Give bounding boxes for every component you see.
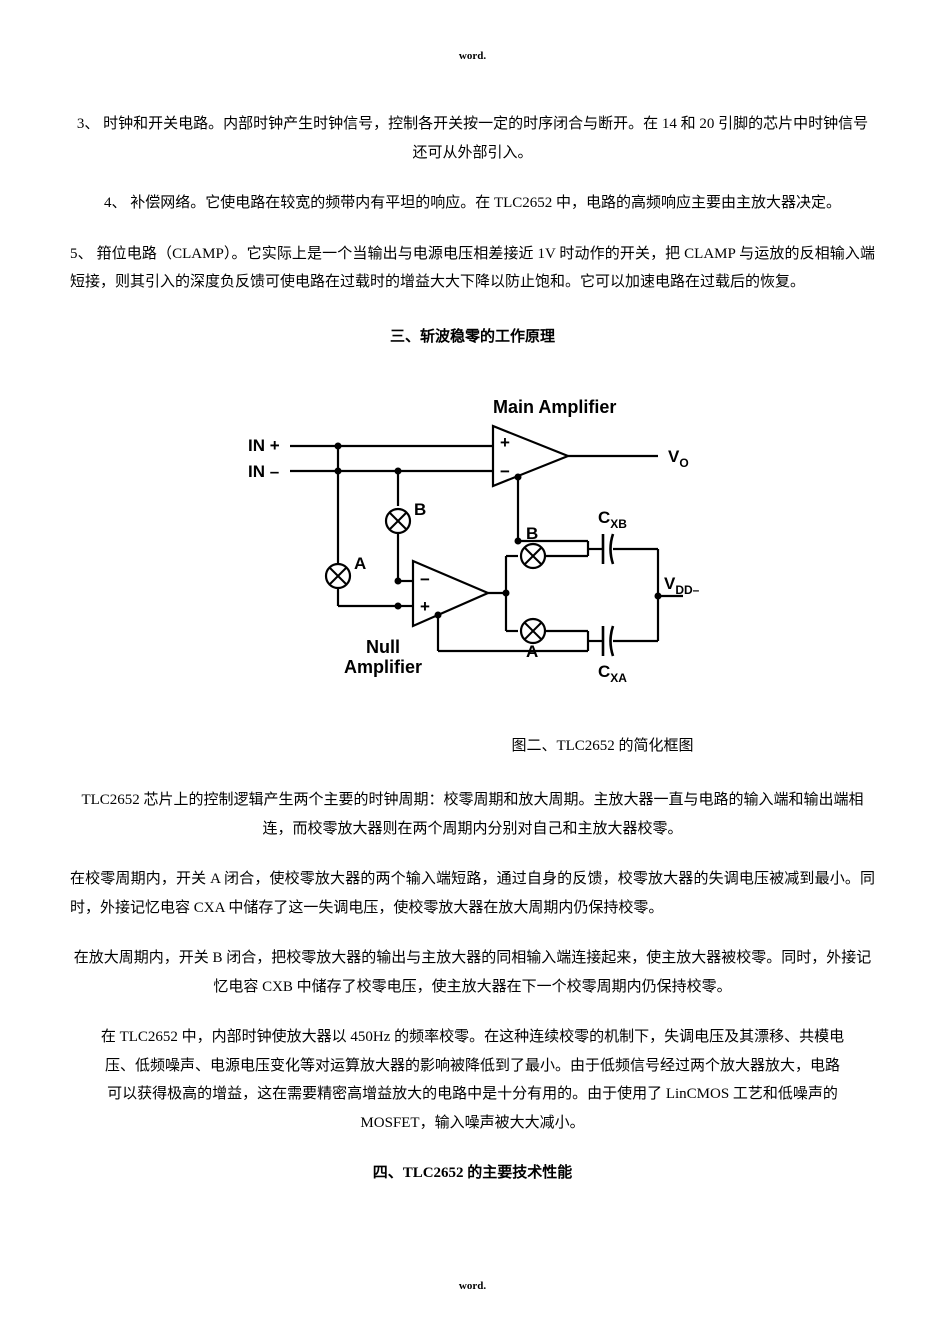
cxb-plate2 [610, 534, 613, 564]
paragraph-b: 在校零周期内，开关 A 闭合，使校零放大器的两个输入端短路，通过自身的反馈，校零… [70, 865, 875, 922]
svg-text:+: + [500, 433, 510, 452]
switch-a-upper [326, 564, 350, 588]
paragraph-c: 在放大周期内，开关 B 闭合，把校零放大器的输出与主放大器的同相输入端连接起来，… [70, 944, 875, 1001]
section-4-title: 四、TLC2652 的主要技术性能 [70, 1159, 875, 1188]
figure-2-caption: 图二、TLC2652 的简化框图 [70, 732, 875, 761]
content-area: 3、 时钟和开关电路。内部时钟产生时钟信号，控制各开关按一定的时序闭合与断开。在… [70, 110, 875, 1188]
page-footer: word. [0, 1276, 945, 1297]
paragraph-4: 4、 补偿网络。它使电路在较宽的频带内有平坦的响应。在 TLC2652 中，电路… [70, 189, 875, 218]
svg-text:+: + [420, 597, 430, 616]
in-plus-label: IN + [248, 436, 280, 455]
paragraph-a: TLC2652 芯片上的控制逻辑产生两个主要的时钟周期：校零周期和放大周期。主放… [70, 786, 875, 843]
page-header: word. [0, 46, 945, 67]
figure-2: Main Amplifier IN + IN – + − [70, 391, 875, 712]
in-minus-label: IN – [248, 462, 279, 481]
main-amp-label: Main Amplifier [493, 397, 616, 417]
null-amp-label-l2: Amplifier [343, 657, 421, 677]
paragraph-5: 5、 箝位电路（CLAMP）。它实际上是一个当输出与电源电压相差接近 1V 时动… [70, 240, 875, 297]
vo-label: VO [668, 447, 689, 470]
page: word. 3、 时钟和开关电路。内部时钟产生时钟信号，控制各开关按一定的时序闭… [0, 0, 945, 1337]
vdd-minus-label: VDD– [664, 574, 700, 597]
switch-b-upper-label: B [414, 500, 426, 519]
circuit-diagram: Main Amplifier IN + IN – + − [238, 391, 708, 701]
svg-text:−: − [420, 570, 430, 589]
switch-b-upper [386, 509, 410, 533]
svg-text:−: − [500, 462, 510, 481]
paragraph-d: 在 TLC2652 中，内部时钟使放大器以 450Hz 的频率校零。在这种连续校… [70, 1023, 875, 1137]
cxa-plate2 [610, 626, 613, 656]
cxa-label: CXA [598, 662, 627, 685]
null-amp-label-l1: Null [366, 637, 400, 657]
cxb-label: CXB [598, 508, 627, 531]
switch-a-mid [521, 619, 545, 643]
paragraph-3: 3、 时钟和开关电路。内部时钟产生时钟信号，控制各开关按一定的时序闭合与断开。在… [70, 110, 875, 167]
switch-b-mid [521, 544, 545, 568]
section-3-title: 三、斩波稳零的工作原理 [70, 323, 875, 352]
switch-a-upper-label: A [354, 554, 366, 573]
